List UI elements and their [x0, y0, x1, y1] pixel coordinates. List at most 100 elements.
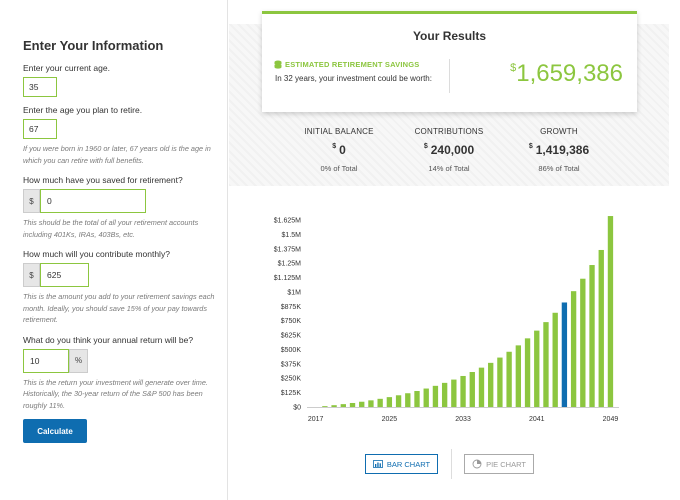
monthly-label: How much will you contribute monthly? [23, 249, 170, 259]
coin-stack-icon [274, 60, 282, 69]
bar-2038[interactable] [506, 351, 512, 407]
bar-2044[interactable] [561, 302, 568, 407]
retire-age-hint: If you were born in 1960 or later, 67 ye… [23, 144, 211, 165]
stat-percent: 0% of Total [320, 164, 358, 173]
y-tick-label: $750K [281, 318, 302, 325]
stat-contributions: CONTRIBUTIONS $240,000 14% of Total [394, 127, 504, 173]
stat-initial-balance: INITIAL BALANCE $0 0% of Total [284, 127, 394, 173]
calculate-button[interactable]: Calculate [23, 419, 87, 443]
bar-2040[interactable] [524, 338, 531, 407]
input-panel: Enter Your Information Enter your curren… [0, 0, 228, 500]
bar-chart-icon [372, 460, 383, 468]
stat-percent: 86% of Total [538, 164, 580, 173]
pie-chart-button-label: PIE CHART [486, 459, 526, 469]
bar-2024[interactable] [377, 398, 383, 407]
y-tick-label: $1.25M [278, 261, 302, 268]
saved-currency-addon: $ [23, 189, 40, 213]
savings-heading: ESTIMATED RETIREMENT SAVINGS [274, 60, 420, 69]
stat-percent: 14% of Total [428, 164, 470, 173]
x-tick-label: 2017 [308, 416, 324, 423]
bar-2036[interactable] [488, 362, 494, 407]
saved-label: How much have you saved for retirement? [23, 175, 183, 185]
saved-input[interactable]: 0 [40, 189, 146, 213]
bar-2041[interactable] [534, 330, 540, 407]
y-tick-label: $0 [293, 405, 301, 412]
bar-2018[interactable] [322, 406, 328, 407]
bar-chart-button-label: BAR CHART [386, 459, 431, 469]
x-tick-label: 2049 [603, 416, 619, 423]
bar-2019[interactable] [331, 405, 337, 407]
monthly-input[interactable]: 625 [40, 263, 89, 287]
stat-value: $1,419,386 [528, 143, 590, 157]
y-tick-label: $875K [281, 304, 302, 311]
monthly-input-group: $ 625 [23, 263, 227, 287]
total-savings-value: 1,659,386 [516, 60, 623, 87]
results-panel: Your Results ESTIMATED RETIREMENT SAVING… [229, 0, 669, 500]
form-title: Enter Your Information [23, 38, 164, 53]
monthly-currency-addon: $ [23, 263, 40, 287]
y-tick-label: $250K [281, 376, 302, 383]
bar-2028[interactable] [414, 391, 420, 407]
bar-2033[interactable] [460, 375, 466, 407]
card-divider [449, 59, 450, 93]
stat-header: CONTRIBUTIONS [414, 127, 484, 136]
y-tick-label: $1.375M [274, 246, 301, 253]
retire-age-input[interactable]: 67 [23, 119, 57, 139]
pie-chart-icon [472, 459, 482, 469]
y-tick-label: $375K [281, 361, 302, 368]
bar-2037[interactable] [497, 357, 503, 407]
return-input-group: 10 % [23, 348, 227, 373]
total-savings-amount: $1,659,386 [510, 60, 623, 88]
current-age-label: Enter your current age. [23, 63, 110, 73]
bar-2026[interactable] [395, 395, 402, 407]
bar-2045[interactable] [570, 291, 577, 407]
x-tick-label: 2041 [529, 416, 545, 423]
bar-2048[interactable] [598, 249, 604, 407]
bar-2027[interactable] [405, 393, 411, 407]
bar-2032[interactable] [451, 379, 457, 407]
monthly-hint: This is the amount you add to your retir… [23, 292, 215, 324]
bar-2043[interactable] [552, 312, 558, 407]
bar-2047[interactable] [589, 265, 595, 407]
current-age-input[interactable]: 35 [23, 77, 57, 97]
return-label: What do you think your annual return wil… [23, 334, 194, 345]
savings-bar-chart: $1.625M $1.5M $1.375M $1.25M $1.125M $1M $875K… [274, 216, 619, 423]
bar-2042[interactable] [543, 322, 549, 407]
bar-2023[interactable] [368, 400, 374, 407]
bar-2035[interactable] [478, 367, 485, 407]
y-tick-label: $1.625M [274, 218, 301, 225]
bar-2046[interactable] [580, 278, 586, 407]
percent-addon: % [69, 348, 88, 373]
y-tick-label: $625K [281, 333, 302, 340]
savings-description: In 32 years, your investment could be wo… [275, 74, 432, 83]
stat-value: $240,000 [423, 143, 475, 157]
bar-2049[interactable] [607, 216, 614, 407]
savings-label: ESTIMATED RETIREMENT SAVINGS [285, 60, 420, 69]
bar-2021[interactable] [349, 402, 356, 407]
x-tick-label: 2025 [382, 416, 398, 423]
bar-chart-button[interactable]: BAR CHART [365, 454, 438, 474]
y-tick-label: $1.5M [282, 232, 302, 239]
y-tick-label: $1.125M [274, 275, 301, 282]
bar-2020[interactable] [340, 404, 346, 407]
retire-age-label: Enter the age you plan to retire. [23, 105, 143, 115]
bar-2039[interactable] [515, 345, 522, 407]
stat-value: $0 [332, 143, 346, 157]
stat-header: INITIAL BALANCE [304, 127, 374, 136]
bar-2030[interactable] [432, 385, 439, 407]
saved-input-group: $ 0 [23, 189, 227, 213]
saved-hint: This should be the total of all your ret… [23, 218, 199, 239]
bar-2034[interactable] [469, 372, 475, 407]
y-tick-label: $125K [281, 390, 302, 397]
button-divider [451, 449, 452, 479]
pie-chart-button[interactable]: PIE CHART [464, 454, 534, 474]
total-currency-symbol: $ [510, 62, 517, 74]
bar-2025[interactable] [386, 397, 393, 407]
y-tick-label: $1M [287, 289, 301, 296]
stat-header: GROWTH [540, 127, 578, 136]
bar-2029[interactable] [423, 388, 429, 407]
results-card: Your Results ESTIMATED RETIREMENT SAVING… [262, 11, 637, 112]
return-input[interactable]: 10 [23, 348, 69, 373]
bar-2031[interactable] [441, 382, 448, 407]
bar-2022[interactable] [359, 401, 365, 407]
